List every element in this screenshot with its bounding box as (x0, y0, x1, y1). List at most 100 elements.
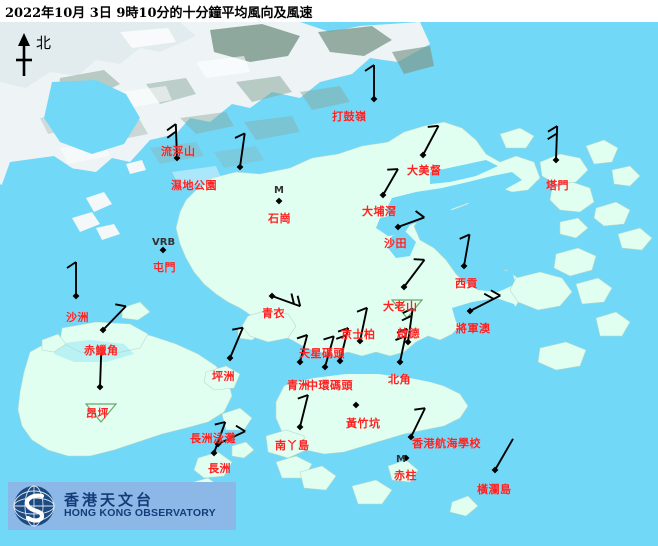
wind-barb-feather (427, 124, 439, 128)
station-tai-po-kau[interactable] (379, 168, 399, 199)
station-marker[interactable] (210, 449, 218, 457)
station-marker[interactable] (296, 358, 304, 366)
wind-barb-feather (364, 64, 375, 72)
station-star-ferry[interactable] (335, 327, 350, 365)
station-da-gu-ling[interactable] (364, 64, 378, 103)
wind-barb-feather (402, 307, 414, 314)
station-marker[interactable] (356, 337, 364, 345)
station-marker[interactable] (336, 357, 344, 365)
station-marker[interactable] (400, 283, 408, 291)
station-marker[interactable] (407, 433, 415, 441)
station-peng-chau[interactable] (226, 326, 244, 362)
station-label-kings-park: 京士柏 (341, 328, 376, 341)
station-central-pier[interactable] (321, 335, 335, 371)
wind-barb-shaft (239, 133, 246, 168)
station-green-island[interactable] (296, 334, 309, 366)
station-marker[interactable] (404, 338, 412, 346)
station-sha-chau[interactable] (66, 261, 80, 300)
station-label-sai-kung: 西貢 (455, 277, 478, 290)
map-geography (0, 22, 658, 546)
wind-barb-shaft (463, 234, 471, 267)
map-canvas[interactable]: 打鼓嶺 流浮山 濕地公園 石崗 M 屯門 VRB 大美督 塔門 大埔滘 沙田 西貢 大老山 將軍澳 青衣 京士… (0, 22, 658, 546)
station-tap-mun[interactable] (547, 125, 560, 164)
station-wetland-park[interactable] (234, 132, 246, 171)
north-arrow-icon (16, 33, 32, 76)
station-sai-kung[interactable] (459, 233, 471, 270)
station-marker[interactable] (268, 292, 276, 300)
station-marker[interactable] (275, 197, 283, 205)
station-kai-tak[interactable] (401, 307, 414, 346)
station-marker[interactable] (296, 423, 304, 431)
station-tsing-yi[interactable] (268, 292, 302, 308)
station-marker[interactable] (173, 154, 181, 162)
station-marker[interactable] (159, 246, 167, 254)
wind-barb-shaft (469, 294, 501, 312)
station-cheung-chau[interactable] (210, 421, 227, 457)
station-marker[interactable] (419, 151, 427, 159)
station-shek-kong[interactable] (275, 197, 283, 205)
station-marker[interactable] (321, 363, 329, 371)
station-tai-mei-tuk[interactable] (419, 124, 440, 159)
wind-barb-feather (401, 314, 413, 322)
wind-barb-feather (335, 334, 347, 340)
wind-barb-feather (297, 394, 309, 400)
station-marker[interactable] (226, 354, 234, 362)
station-tate-s-cairn[interactable] (400, 258, 426, 291)
wind-barb-shaft (229, 327, 244, 359)
wind-barb-shaft (397, 216, 425, 228)
station-marker[interactable] (352, 401, 360, 409)
wind-barb-feather (395, 335, 406, 341)
station-kings-park[interactable] (356, 306, 368, 345)
station-tseung-kwan-o[interactable] (466, 289, 501, 315)
station-marker[interactable] (394, 223, 402, 231)
station-label-tai-mei-tuk: 大美督 (407, 164, 442, 177)
wind-barb-shaft (324, 335, 335, 368)
station-lamma-island[interactable] (296, 394, 309, 431)
wind-barb-feather (415, 210, 425, 219)
station-label-sha-tin: 沙田 (384, 237, 407, 250)
station-north-point[interactable] (395, 327, 408, 366)
wind-barb-feather (459, 233, 470, 240)
station-marker[interactable] (460, 262, 468, 270)
station-marker[interactable] (370, 95, 378, 103)
wind-barb-feather (296, 295, 302, 307)
station-marker[interactable] (236, 163, 244, 171)
wind-barb-shaft (99, 352, 103, 388)
wind-barb-feather (166, 130, 177, 139)
hko-logo-name-cn: 香港天文台 (64, 490, 155, 509)
wind-barb-shaft (399, 328, 408, 363)
wind-barb-feather (413, 258, 425, 261)
station-marker[interactable] (491, 466, 499, 474)
wind-barb-feather (166, 123, 177, 132)
station-label-tsing-yi: 青衣 (262, 307, 285, 320)
wind-barb-shaft (271, 295, 301, 308)
wind-barb-feather (296, 334, 308, 340)
wind-barb-shaft (299, 334, 309, 363)
station-marker[interactable] (379, 191, 387, 199)
station-marker[interactable] (402, 454, 410, 462)
station-marker[interactable] (99, 326, 107, 334)
station-wong-chuk-hang[interactable] (352, 401, 360, 409)
station-marker[interactable] (396, 358, 404, 366)
wind-barb-shaft (407, 308, 414, 343)
station-chek-lap-kok[interactable] (99, 303, 127, 334)
station-ngong-ping[interactable] (96, 352, 104, 391)
victoria-harbour (276, 364, 466, 388)
station-marker[interactable] (552, 156, 560, 164)
wind-barb-feather (290, 293, 295, 305)
station-waglan-island[interactable] (491, 438, 514, 474)
station-marker[interactable] (96, 383, 104, 391)
station-lau-fau-shan[interactable] (166, 123, 181, 162)
wind-barb-feather (66, 261, 77, 269)
wind-barb-shaft (410, 407, 426, 438)
station-marker[interactable] (72, 292, 80, 300)
station-label-stanley: 赤柱 (394, 469, 417, 482)
station-stanley[interactable] (402, 454, 410, 462)
station-tuen-mun[interactable] (159, 246, 167, 254)
hko-logo: 香港天文台 HONG KONG OBSERVATORY (8, 482, 236, 530)
station-label-kai-tak: 啟德 (397, 327, 420, 340)
station-label-chek-lap-kok: 赤鱲角 (84, 344, 119, 357)
station-sha-tin[interactable] (394, 210, 425, 231)
station-sea-school[interactable] (407, 407, 426, 441)
station-marker[interactable] (466, 307, 474, 315)
